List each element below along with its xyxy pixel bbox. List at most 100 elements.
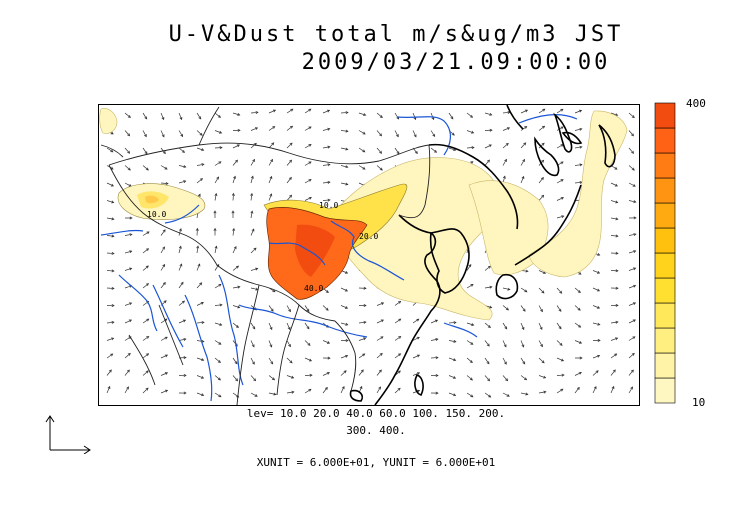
wind-vector	[538, 270, 546, 274]
wind-vector	[268, 126, 275, 131]
wind-vector	[250, 287, 258, 290]
wind-vector-head	[270, 308, 274, 312]
wind-vector-head	[111, 251, 115, 255]
wind-vector	[124, 353, 131, 359]
colorbar-segment	[654, 152, 676, 179]
wind-vector	[196, 246, 199, 254]
wind-vector	[178, 338, 186, 341]
wind-vector	[142, 387, 149, 394]
wind-vector-head	[214, 245, 218, 249]
wind-vector	[160, 165, 168, 170]
wind-vector	[214, 357, 221, 363]
wind-vector	[214, 246, 217, 254]
wind-vector	[448, 357, 456, 361]
wind-vector	[556, 108, 564, 114]
wind-vector-head	[435, 391, 439, 395]
wind-vector-head	[183, 338, 187, 341]
unit-vector-caption: XUNIT = 6.000E+01, YUNIT = 6.000E+01	[256, 456, 496, 469]
wind-vector-head	[251, 344, 255, 348]
wind-vector-head	[560, 179, 564, 182]
wind-vector-head	[213, 227, 217, 231]
wind-vector-head	[183, 391, 187, 395]
wind-vector-head	[327, 145, 331, 149]
wind-vector	[466, 112, 473, 118]
wind-vector-head	[179, 116, 183, 121]
wind-vector-head	[255, 111, 259, 115]
wind-vector-head	[416, 318, 420, 322]
wind-vector-head	[178, 245, 182, 249]
wind-vector-head	[199, 178, 204, 182]
wind-vector	[250, 228, 255, 236]
wind-vector	[250, 127, 258, 131]
wind-vector	[502, 357, 507, 365]
wind-vector	[358, 353, 365, 359]
wind-vector	[106, 337, 114, 341]
wind-vector-head	[273, 392, 277, 396]
wind-vector	[268, 322, 273, 330]
wind-vector-head	[488, 394, 492, 398]
wind-vector	[466, 392, 474, 398]
wind-vector	[628, 200, 636, 203]
wind-vector-head	[345, 322, 349, 326]
wind-vector-head	[308, 161, 312, 165]
wind-vector-head	[363, 320, 367, 324]
wind-vector-head	[126, 386, 129, 390]
wind-vector-head	[525, 269, 529, 273]
wind-vector	[592, 322, 600, 326]
wind-vector-head	[164, 354, 169, 358]
wind-vector-head	[435, 356, 439, 360]
wind-vector	[160, 336, 168, 341]
wind-vector	[250, 111, 259, 114]
wind-vector	[304, 108, 312, 114]
wind-vector	[394, 112, 399, 120]
wind-vector	[232, 375, 238, 382]
wind-vector	[268, 109, 276, 114]
wind-vector	[520, 109, 528, 114]
wind-vector	[466, 130, 474, 134]
wind-vector	[106, 182, 114, 187]
wind-vector	[196, 302, 204, 306]
wind-vector	[250, 143, 257, 149]
wind-vector	[196, 163, 204, 166]
wind-vector-head	[201, 321, 205, 325]
wind-vector	[232, 228, 235, 236]
wind-vector-head	[540, 344, 543, 348]
wind-vector	[610, 369, 616, 376]
wind-vector-head	[345, 354, 349, 358]
wind-vector-head	[326, 109, 331, 113]
wind-vector-head	[255, 267, 259, 271]
wind-vector-head	[307, 342, 311, 346]
wind-vector	[196, 178, 203, 184]
wind-vector	[502, 322, 508, 330]
wind-vector-head	[233, 246, 237, 250]
wind-vector-head	[197, 263, 201, 267]
wind-vector-head	[380, 302, 385, 306]
wind-vector-head	[218, 161, 222, 165]
wind-vector	[286, 305, 291, 312]
wind-vector-head	[504, 326, 508, 330]
wind-vector-head	[579, 127, 583, 131]
wind-vector-head	[631, 133, 634, 137]
wind-vector	[232, 193, 234, 201]
wind-vector-head	[470, 394, 474, 398]
wind-vector	[520, 142, 526, 149]
wind-vector	[394, 318, 401, 324]
contour-label: 10.0	[147, 210, 166, 219]
wind-vector	[484, 357, 490, 364]
wind-vector	[196, 263, 200, 271]
wind-vector	[178, 246, 182, 254]
colorbar-segment	[654, 177, 676, 204]
wind-vector-head	[615, 269, 619, 273]
wind-vector-head	[541, 159, 545, 163]
wind-vector	[628, 130, 634, 137]
wind-vector-head	[469, 360, 473, 364]
wind-vector-head	[471, 146, 475, 150]
wind-vector-head	[630, 369, 634, 373]
wind-vector	[376, 319, 384, 324]
wind-vector-head	[200, 375, 205, 379]
wind-vector-head	[378, 386, 381, 390]
wind-vector-head	[327, 180, 331, 184]
wind-vector-head	[129, 250, 133, 254]
wind-vector-head	[127, 133, 131, 137]
wind-vector-head	[219, 146, 223, 150]
